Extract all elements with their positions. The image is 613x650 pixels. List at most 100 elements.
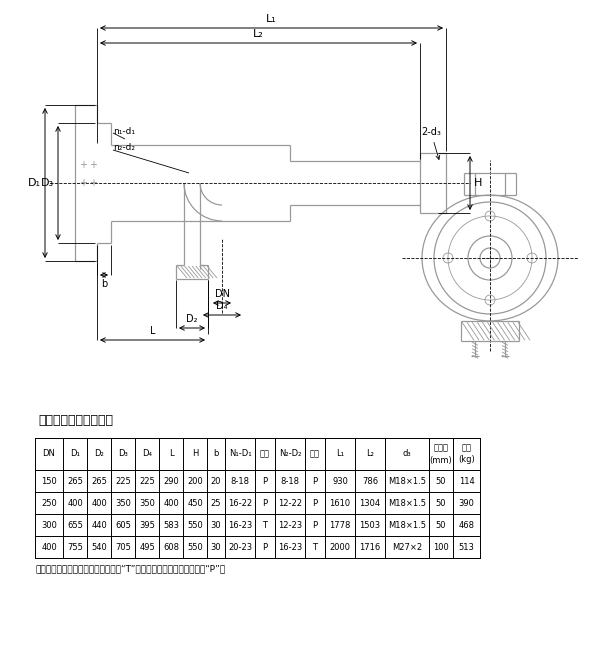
Text: 605: 605	[115, 521, 131, 530]
Text: H: H	[192, 450, 198, 458]
Text: L₂: L₂	[253, 29, 264, 39]
Text: 25: 25	[211, 499, 221, 508]
Text: P: P	[262, 499, 267, 508]
Text: 12-23: 12-23	[278, 521, 302, 530]
Text: 30: 30	[211, 543, 221, 551]
Text: M18×1.5: M18×1.5	[388, 499, 426, 508]
Text: 150: 150	[41, 476, 57, 486]
Text: 786: 786	[362, 476, 378, 486]
Text: D₄: D₄	[142, 450, 152, 458]
Text: 265: 265	[91, 476, 107, 486]
Text: DN: DN	[42, 450, 55, 458]
Text: 300: 300	[41, 521, 57, 530]
Text: D₁: D₁	[70, 450, 80, 458]
Text: 1610: 1610	[329, 499, 351, 508]
Text: 16-23: 16-23	[228, 521, 252, 530]
Text: 550: 550	[187, 543, 203, 551]
Text: 250: 250	[41, 499, 57, 508]
Text: L₁: L₁	[266, 14, 277, 24]
Text: 16-23: 16-23	[278, 543, 302, 551]
Text: 8-18: 8-18	[281, 476, 300, 486]
Text: 20: 20	[211, 476, 221, 486]
Text: b: b	[101, 279, 107, 289]
Text: 200: 200	[187, 476, 203, 486]
Text: L: L	[150, 326, 155, 336]
Text: 450: 450	[187, 499, 203, 508]
Text: H: H	[474, 178, 482, 188]
Text: 350: 350	[115, 499, 131, 508]
Text: n₂-d₂: n₂-d₂	[113, 144, 135, 153]
Text: n₁-d₁: n₁-d₁	[113, 127, 135, 135]
Text: N₂-D₂: N₂-D₂	[279, 450, 301, 458]
Text: b: b	[213, 450, 219, 458]
Text: 2000: 2000	[330, 543, 351, 551]
Text: 608: 608	[163, 543, 179, 551]
Text: 注：孔位一栏钒孔过垂直中心线标注“T”，钒孔对称于中心线分布标注“P”。: 注：孔位一栏钒孔过垂直中心线标注“T”，钒孔对称于中心线分布标注“P”。	[35, 564, 225, 573]
Text: L: L	[169, 450, 173, 458]
Text: 50: 50	[436, 521, 446, 530]
Text: P: P	[262, 476, 267, 486]
Text: L₁: L₁	[336, 450, 344, 458]
Text: M18×1.5: M18×1.5	[388, 476, 426, 486]
Text: P: P	[313, 521, 318, 530]
Text: 930: 930	[332, 476, 348, 486]
Text: 50: 50	[436, 499, 446, 508]
Text: 孔位: 孔位	[310, 450, 320, 458]
Text: 1778: 1778	[329, 521, 351, 530]
Text: (kg): (kg)	[458, 456, 475, 465]
Text: 主要尺寸、参数及质量: 主要尺寸、参数及质量	[38, 414, 113, 427]
Text: 350: 350	[139, 499, 155, 508]
Text: 495: 495	[139, 543, 155, 551]
Text: 390: 390	[459, 499, 474, 508]
Text: 油口径: 油口径	[433, 443, 449, 452]
Text: +: +	[89, 160, 97, 170]
Text: 400: 400	[41, 543, 57, 551]
Text: 8-18: 8-18	[230, 476, 249, 486]
Text: 16-22: 16-22	[228, 499, 252, 508]
Text: D₁: D₁	[28, 178, 41, 188]
Text: 20-23: 20-23	[228, 543, 252, 551]
Text: 2-d₃: 2-d₃	[421, 127, 441, 159]
Text: 12-22: 12-22	[278, 499, 302, 508]
Text: 755: 755	[67, 543, 83, 551]
Text: 114: 114	[459, 476, 474, 486]
Text: M27×2: M27×2	[392, 543, 422, 551]
Text: +: +	[79, 160, 87, 170]
Text: 290: 290	[163, 476, 179, 486]
Text: DN: DN	[215, 289, 229, 299]
Text: P: P	[313, 476, 318, 486]
Text: 225: 225	[139, 476, 155, 486]
Text: 400: 400	[67, 499, 83, 508]
Text: P: P	[313, 499, 318, 508]
Text: 1716: 1716	[359, 543, 381, 551]
Text: 400: 400	[163, 499, 179, 508]
Text: D₄: D₄	[216, 301, 228, 311]
Text: 655: 655	[67, 521, 83, 530]
Text: 540: 540	[91, 543, 107, 551]
Text: 440: 440	[91, 521, 107, 530]
Text: 质量: 质量	[462, 443, 471, 452]
Text: 400: 400	[91, 499, 107, 508]
Text: D₂: D₂	[94, 450, 104, 458]
Text: 50: 50	[436, 476, 446, 486]
Text: +: +	[79, 178, 87, 188]
Text: d₃: d₃	[403, 450, 411, 458]
Text: N₁-D₁: N₁-D₁	[229, 450, 251, 458]
Text: +: +	[89, 178, 97, 188]
Text: 1304: 1304	[359, 499, 381, 508]
Text: (mm): (mm)	[430, 456, 452, 465]
Text: 395: 395	[139, 521, 155, 530]
Text: 30: 30	[211, 521, 221, 530]
Text: 550: 550	[187, 521, 203, 530]
Text: T: T	[262, 521, 267, 530]
Text: P: P	[262, 543, 267, 551]
Text: 705: 705	[115, 543, 131, 551]
Text: M18×1.5: M18×1.5	[388, 521, 426, 530]
Text: 1503: 1503	[359, 521, 381, 530]
Text: 468: 468	[459, 521, 474, 530]
Text: 225: 225	[115, 476, 131, 486]
Text: 265: 265	[67, 476, 83, 486]
Text: 513: 513	[459, 543, 474, 551]
Text: 583: 583	[163, 521, 179, 530]
Text: D₃: D₃	[118, 450, 128, 458]
